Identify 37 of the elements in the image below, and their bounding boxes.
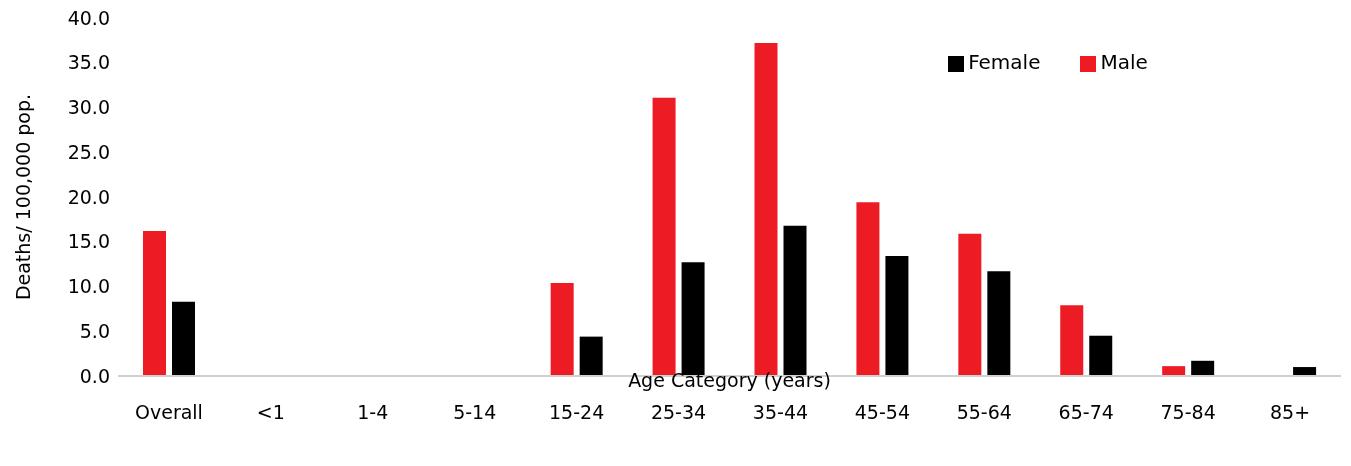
bar	[1162, 366, 1186, 376]
x-tick-label: 1-4	[357, 401, 389, 424]
x-tick-label: 25-34	[650, 401, 707, 424]
x-tick-label: 65-74	[1058, 401, 1114, 424]
y-tick-label: 15.0	[67, 230, 110, 253]
legend-label: Male	[1100, 50, 1148, 74]
y-tick-label: 30.0	[67, 96, 110, 119]
x-tick-label: 35-44	[752, 401, 809, 424]
y-tick-label: 10.0	[67, 275, 110, 298]
x-tick-label: 75-84	[1160, 401, 1216, 424]
bar	[172, 301, 195, 376]
x-tick-label: 15-24	[549, 401, 605, 424]
x-tick-label: 85+	[1269, 401, 1311, 424]
x-tick-label: 45-54	[854, 401, 910, 424]
bar	[987, 271, 1011, 376]
bar	[856, 202, 880, 376]
bar	[885, 256, 909, 376]
x-tick-label: 55-64	[956, 401, 1012, 424]
y-tick-label: 5.0	[79, 319, 110, 342]
y-tick-label: 25.0	[67, 140, 110, 163]
x-tick-label: 5-14	[453, 401, 497, 424]
y-tick-label: 20.0	[67, 185, 110, 208]
x-axis-title: Age Category (years)	[628, 369, 831, 392]
x-tick-label: <1	[256, 401, 285, 424]
bar	[1060, 305, 1084, 376]
bar	[958, 233, 982, 376]
y-tick-label: 0.0	[79, 364, 110, 387]
bar	[143, 231, 166, 376]
legend-label: Female	[968, 50, 1041, 74]
bar	[1089, 335, 1113, 376]
bar	[579, 336, 603, 376]
bar	[550, 282, 574, 376]
y-axis-title: Deaths/ 100,000 pop.	[11, 93, 34, 301]
y-tick-label: 35.0	[67, 51, 110, 74]
y-tick-label: 40.0	[67, 6, 110, 29]
x-tick-label: Overall	[135, 401, 203, 424]
bar	[1191, 360, 1215, 376]
